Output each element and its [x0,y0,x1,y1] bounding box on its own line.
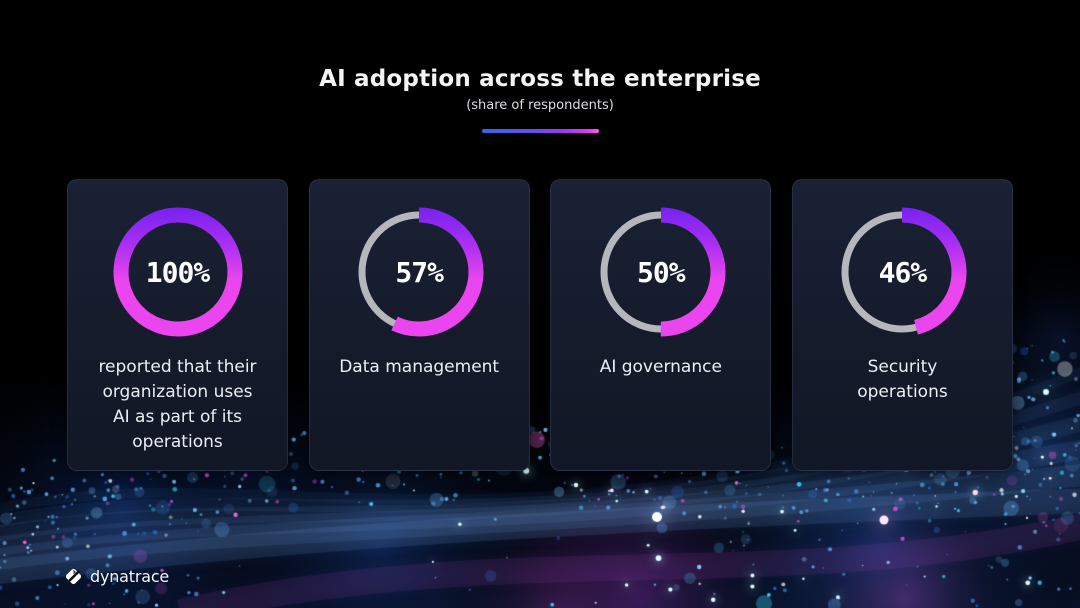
stat-card-ai-adoption: 100% reported that their organization us… [67,179,288,471]
donut-chart-svg [113,207,242,337]
stat-card-label: AI governance [599,357,722,377]
page-subtitle: (share of respondents) [466,98,614,113]
header: AI adoption across the enterprise (share… [0,66,1080,133]
donut-chart-svg [837,207,967,337]
stat-card-label: reported that their organization uses AI… [98,357,257,452]
donut-chart: 50% [596,207,726,337]
stat-card-label: Data management [339,357,500,377]
dynatrace-logo-icon [65,568,82,585]
donut-percent-value: 57% [395,255,444,289]
donut-percent-value: 46% [878,255,928,289]
donut-chart: 100% [113,207,243,337]
stat-cards-row: 100% reported that their organization us… [67,179,1013,471]
donut-chart: 46% [837,207,967,337]
stat-card-ai-governance: 50% AI governance [550,179,772,471]
stat-card-security-operations: 46% Security operations [791,179,1013,471]
donut-chart-svg [354,207,484,337]
donut-percent-value: 50% [637,255,686,289]
donut-percent-value: 100% [145,255,210,289]
donut-chart: 57% [354,207,484,337]
stat-card-data-management: 57% Data management [308,179,530,471]
donut-chart-svg [596,207,726,337]
dynatrace-logo: dynatrace [63,566,169,587]
accent-underline [481,129,599,133]
stat-card-label: Security operations [857,357,948,402]
page-title: AI adoption across the enterprise [319,66,761,92]
brand-wordmark: dynatrace [90,567,170,586]
